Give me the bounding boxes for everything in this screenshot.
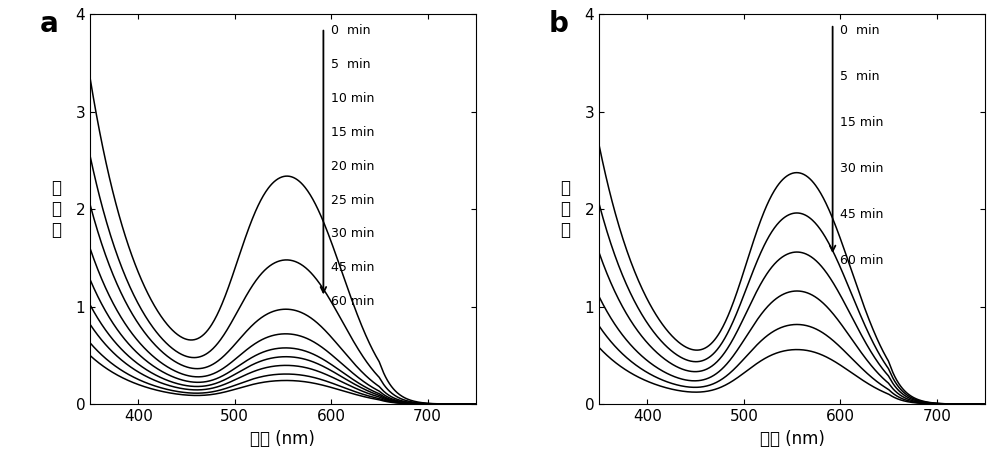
Text: 25 min: 25 min	[331, 194, 374, 206]
Text: 15 min: 15 min	[331, 125, 374, 139]
Text: 60 min: 60 min	[331, 295, 374, 308]
Text: 30 min: 30 min	[840, 162, 884, 175]
Text: b: b	[549, 10, 569, 38]
Text: a: a	[40, 10, 59, 38]
Text: 0  min: 0 min	[331, 24, 371, 37]
Text: 20 min: 20 min	[331, 160, 374, 172]
Text: 45 min: 45 min	[840, 208, 884, 221]
Y-axis label: 吸
光
度: 吸 光 度	[51, 180, 61, 239]
Text: 5  min: 5 min	[840, 70, 880, 83]
Text: 15 min: 15 min	[840, 116, 884, 129]
Y-axis label: 吸
光
度: 吸 光 度	[560, 180, 570, 239]
X-axis label: 波长 (nm): 波长 (nm)	[250, 430, 315, 447]
Text: 0  min: 0 min	[840, 24, 880, 37]
Text: 60 min: 60 min	[840, 254, 884, 267]
Text: 45 min: 45 min	[331, 261, 374, 274]
Text: 30 min: 30 min	[331, 227, 374, 241]
X-axis label: 波长 (nm): 波长 (nm)	[760, 430, 825, 447]
Text: 5  min: 5 min	[331, 58, 371, 71]
Text: 10 min: 10 min	[331, 92, 374, 105]
